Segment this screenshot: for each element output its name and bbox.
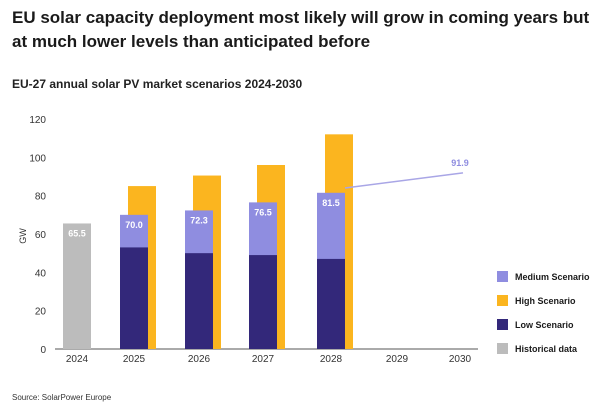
y-tick-label: 60 (35, 230, 47, 241)
medium-value-label: 81.5 (322, 198, 340, 208)
historical-bar (63, 223, 91, 349)
x-tick-label: 2028 (320, 354, 343, 365)
y-tick-label: 40 (35, 268, 47, 279)
y-tick-label: 20 (35, 307, 47, 318)
x-tick-label: 2025 (123, 354, 146, 365)
low-scenario-bar (317, 258, 345, 349)
y-tick-label: 120 (29, 115, 46, 126)
low-scenario-bar (120, 247, 148, 349)
low-scenario-bar (185, 253, 213, 349)
trend-value-label: 91.9 (451, 158, 469, 168)
chart-legend: Medium Scenario High Scenario Low Scenario… (497, 270, 609, 366)
legend-label: Medium Scenario (515, 271, 590, 282)
legend-swatch (497, 271, 508, 282)
legend-item: Medium Scenario (497, 270, 609, 283)
chart-subtitle: EU-27 annual solar PV market scenarios 2… (12, 77, 303, 91)
medium-value-label: 76.5 (254, 207, 272, 217)
x-tick-label: 2024 (66, 354, 89, 365)
legend-item: Historical data (497, 342, 609, 355)
medium-trend-line (344, 172, 464, 189)
y-tick-label: 100 (29, 153, 46, 164)
legend-label: High Scenario (515, 295, 576, 306)
legend-swatch (497, 343, 508, 354)
source-note: Source: SolarPower Europe (12, 393, 112, 402)
x-tick-label: 2026 (188, 354, 211, 365)
low-scenario-bar (249, 255, 277, 349)
legend-swatch (497, 319, 508, 330)
legend-label: Historical data (515, 343, 578, 354)
medium-value-label: 72.3 (190, 215, 208, 225)
chart-title: EU solar capacity deployment most likely… (12, 8, 590, 51)
y-tick-label: 80 (35, 192, 47, 203)
legend-item: High Scenario (497, 294, 609, 307)
legend-item: Low Scenario (497, 318, 609, 331)
legend-label: Low Scenario (515, 319, 574, 330)
legend-swatch (497, 295, 508, 306)
medium-value-label: 70.0 (125, 220, 143, 230)
y-axis-label: GW (18, 228, 28, 244)
x-tick-label: 2030 (449, 354, 472, 365)
x-tick-label: 2029 (386, 354, 409, 365)
y-tick-label: 0 (40, 345, 46, 356)
historical-value-label: 65.5 (68, 228, 86, 238)
x-tick-label: 2027 (252, 354, 275, 365)
